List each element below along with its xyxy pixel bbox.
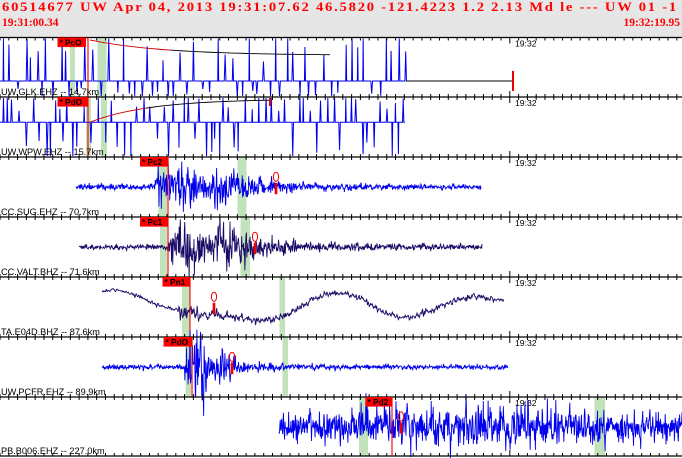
svg-text:19:32: 19:32 [515,158,537,168]
svg-text:19:32: 19:32 [515,98,537,108]
svg-text:TA.E04D.BHZ -- 87.6km: TA.E04D.BHZ -- 87.6km [1,327,100,337]
svg-text:19:32: 19:32 [515,338,537,348]
svg-text:60514677 UW Apr 04, 2013 19:31: 60514677 UW Apr 04, 2013 19:31:07.62 46.… [2,0,678,14]
svg-text:PB.B006.EHZ -- 227.0km: PB.B006.EHZ -- 227.0km [1,446,105,456]
svg-text:19:31:00.34: 19:31:00.34 [2,17,59,29]
svg-text:UW.WPW.EHZ -- 15.7km: UW.WPW.EHZ -- 15.7km [1,147,104,157]
svg-text:CC.VALT.BHZ -- 71.6km: CC.VALT.BHZ -- 71.6km [1,267,100,277]
svg-text:19:32: 19:32 [515,278,537,288]
svg-text:UW.GLK.EHZ -- 14.7km: UW.GLK.EHZ -- 14.7km [1,87,99,97]
svg-text:19:32: 19:32 [515,218,537,228]
svg-text:* Pc1: * Pc1 [142,217,163,227]
svg-text:UW.PCFR.EHZ -- 89.9km: UW.PCFR.EHZ -- 89.9km [1,387,106,397]
svg-text:CC.SUG.EHZ -- 70.7km: CC.SUG.EHZ -- 70.7km [1,207,99,217]
svg-text:19:32: 19:32 [515,398,537,408]
svg-text:19:32:19.95: 19:32:19.95 [623,17,680,29]
svg-text:* Pn1: * Pn1 [165,277,186,287]
svg-text:* Pd2: * Pd2 [368,397,389,407]
svg-text:19:32: 19:32 [515,39,537,49]
svg-text:* PdO: * PdO [166,337,189,347]
svg-text:* Pc2: * Pc2 [142,157,163,167]
svg-text:* PdO: * PdO [60,97,83,107]
svg-text:* PcO: * PcO [60,38,83,48]
